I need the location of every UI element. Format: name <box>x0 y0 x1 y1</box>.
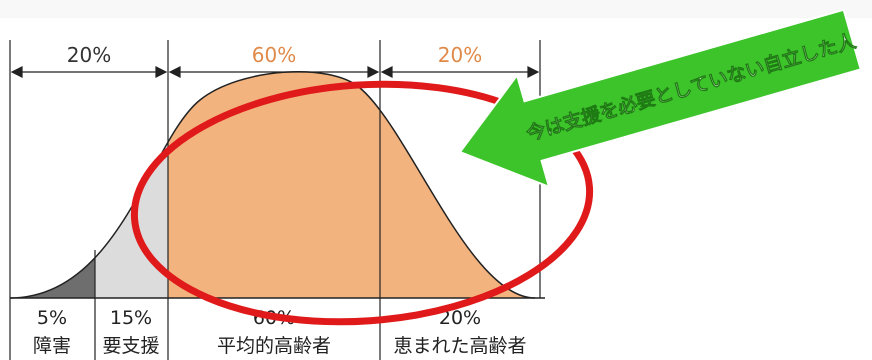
bottom-name-fortunate: 恵まれた高齢者 <box>393 335 526 357</box>
top-label-right: 20% <box>438 43 482 67</box>
top-label-middle: 60% <box>252 43 296 67</box>
callout-arrow-shape <box>458 8 862 189</box>
bottom-percent-fortunate: 20% <box>439 307 481 329</box>
top-arrows <box>10 66 540 78</box>
faded-header-strip <box>0 0 872 18</box>
top-label-left: 20% <box>67 43 111 67</box>
disability-region <box>10 71 95 298</box>
bottom-percent-support: 15% <box>110 307 152 329</box>
curve-fill-group <box>10 71 535 298</box>
highlight-ellipse <box>130 80 594 326</box>
bottom-name-average: 平均的高齢者 <box>217 335 331 357</box>
support-needed-region <box>95 71 168 298</box>
bell-curve <box>9 70 536 299</box>
callout-arrow: 今は支援を必要としていない自立した人 <box>458 8 862 189</box>
bottom-name-disability: 障害 <box>33 335 71 357</box>
bottom-percent-disability: 5% <box>37 307 67 329</box>
bottom-name-support: 要支援 <box>102 335 159 357</box>
average-elderly-region <box>168 71 380 298</box>
